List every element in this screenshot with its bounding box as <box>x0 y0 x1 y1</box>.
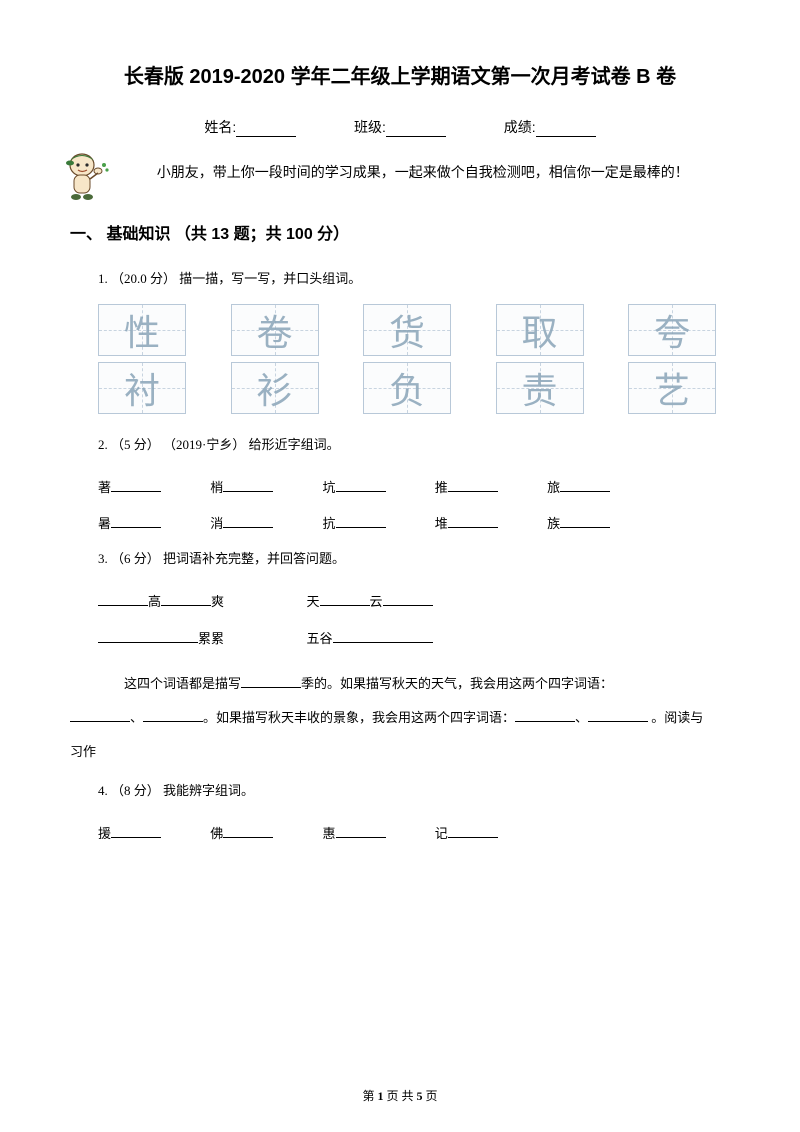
fill-blank[interactable] <box>70 709 130 722</box>
q2-char: 旅 <box>547 470 560 506</box>
score-blank[interactable] <box>536 123 596 137</box>
fill-blank[interactable] <box>588 709 648 722</box>
fill-blank[interactable] <box>320 593 370 606</box>
q2-row-2: 暑 消 抗 堆 族 <box>98 506 730 542</box>
q3-line-1: 高爽 天云 <box>98 584 730 620</box>
q3-text: 五谷 <box>307 631 333 646</box>
fill-blank[interactable] <box>383 593 433 606</box>
fill-blank[interactable] <box>336 515 386 528</box>
fill-blank[interactable] <box>515 709 575 722</box>
q3-paragraph: 这四个词语都是描写季的。如果描写秋天的天气，我会用这两个四字词语： 、。如果描写… <box>98 667 730 768</box>
score-label: 成绩: <box>504 119 536 135</box>
char-box[interactable]: 性 <box>98 304 186 356</box>
intro-block: 小朋友，带上你一段时间的学习成果，一起来做个自我检测吧，相信你一定是最棒的！ <box>70 155 730 190</box>
q3-text: 累累 <box>198 631 224 646</box>
footer-mid: 页 共 <box>383 1089 416 1103</box>
q4-char: 佛 <box>210 816 223 852</box>
char-glyph: 衫 <box>256 362 292 414</box>
fill-blank[interactable] <box>560 515 610 528</box>
q2-char: 族 <box>547 506 560 542</box>
char-box[interactable]: 货 <box>363 304 451 356</box>
question-2: 2. （5 分） （2019·宁乡） 给形近字组词。 <box>70 428 730 462</box>
fill-blank[interactable] <box>111 479 161 492</box>
fill-blank[interactable] <box>383 630 433 643</box>
fill-blank[interactable] <box>143 709 203 722</box>
char-glyph: 货 <box>389 304 425 356</box>
q2-label: 2. （5 分） （2019·宁乡） 给形近字组词。 <box>98 428 730 462</box>
char-glyph: 衬 <box>124 362 160 414</box>
q1-char-row-2: 衬 衫 负 责 艺 <box>98 362 716 414</box>
fill-blank[interactable] <box>161 593 211 606</box>
char-glyph: 艺 <box>654 362 690 414</box>
class-label: 班级: <box>354 119 386 135</box>
q2-char: 梢 <box>210 470 223 506</box>
fill-blank[interactable] <box>336 825 386 838</box>
q4-label: 4. （8 分） 我能辨字组词。 <box>98 774 730 808</box>
fill-blank[interactable] <box>448 515 498 528</box>
fill-blank[interactable] <box>98 593 148 606</box>
class-blank[interactable] <box>386 123 446 137</box>
char-box[interactable]: 衫 <box>231 362 319 414</box>
q4-char: 援 <box>98 816 111 852</box>
q3-text: 天 <box>307 594 320 609</box>
q3-label: 3. （6 分） 把词语补充完整，并回答问题。 <box>98 542 730 576</box>
q2-char: 抗 <box>323 506 336 542</box>
q3-line-2: 累累 五谷 <box>98 621 730 657</box>
mascot-icon <box>60 149 112 205</box>
char-glyph: 负 <box>389 362 425 414</box>
q1-char-row-1: 性 卷 货 取 夸 <box>98 304 716 356</box>
char-box[interactable]: 卷 <box>231 304 319 356</box>
q4-char: 记 <box>435 816 448 852</box>
q3-text: 高 <box>148 594 161 609</box>
fill-blank[interactable] <box>111 825 161 838</box>
student-info-row: 姓名: 班级: 成绩: <box>70 117 730 137</box>
q2-char: 著 <box>98 470 111 506</box>
fill-blank[interactable] <box>223 515 273 528</box>
q2-char: 暑 <box>98 506 111 542</box>
fill-blank[interactable] <box>148 630 198 643</box>
footer-prefix: 第 <box>362 1089 377 1103</box>
q2-row-1: 著 梢 坑 推 旅 <box>98 470 730 506</box>
q4-char: 惠 <box>323 816 336 852</box>
footer-suffix: 页 <box>423 1089 438 1103</box>
fill-blank[interactable] <box>333 630 383 643</box>
char-box[interactable]: 衬 <box>98 362 186 414</box>
q2-char: 推 <box>435 470 448 506</box>
question-4: 4. （8 分） 我能辨字组词。 <box>70 774 730 808</box>
name-blank[interactable] <box>236 123 296 137</box>
char-glyph: 取 <box>521 304 557 356</box>
q3-text: 爽 <box>211 594 224 609</box>
char-box[interactable]: 负 <box>363 362 451 414</box>
fill-blank[interactable] <box>223 825 273 838</box>
q2-char: 堆 <box>435 506 448 542</box>
char-box[interactable]: 取 <box>496 304 584 356</box>
q4-row-1: 援 佛 惠 记 <box>98 816 730 852</box>
section-1-header: 一、 基础知识 （共 13 题；共 100 分） <box>70 220 730 244</box>
char-box[interactable]: 夸 <box>628 304 716 356</box>
fill-blank[interactable] <box>241 675 301 688</box>
question-3: 3. （6 分） 把词语补充完整，并回答问题。 <box>70 542 730 576</box>
intro-text: 小朋友，带上你一段时间的学习成果，一起来做个自我检测吧，相信你一定是最棒的！ <box>70 155 730 190</box>
name-label: 姓名: <box>204 119 236 135</box>
char-box[interactable]: 责 <box>496 362 584 414</box>
fill-blank[interactable] <box>560 479 610 492</box>
fill-blank[interactable] <box>98 630 148 643</box>
q2-char: 消 <box>210 506 223 542</box>
fill-blank[interactable] <box>448 825 498 838</box>
char-glyph: 夸 <box>654 304 690 356</box>
fill-blank[interactable] <box>448 479 498 492</box>
char-glyph: 责 <box>521 362 557 414</box>
char-box[interactable]: 艺 <box>628 362 716 414</box>
fill-blank[interactable] <box>336 479 386 492</box>
q2-char: 坑 <box>323 470 336 506</box>
fill-blank[interactable] <box>111 515 161 528</box>
question-1: 1. （20.0 分） 描一描，写一写，并口头组词。 <box>70 262 730 296</box>
char-glyph: 性 <box>124 304 160 356</box>
page-title: 长春版 2019-2020 学年二年级上学期语文第一次月考试卷 B 卷 <box>70 60 730 89</box>
q1-label: 1. （20.0 分） 描一描，写一写，并口头组词。 <box>98 262 730 296</box>
char-glyph: 卷 <box>256 304 292 356</box>
page-footer: 第 1 页 共 5 页 <box>0 1087 800 1104</box>
fill-blank[interactable] <box>223 479 273 492</box>
q3-text: 云 <box>370 594 383 609</box>
